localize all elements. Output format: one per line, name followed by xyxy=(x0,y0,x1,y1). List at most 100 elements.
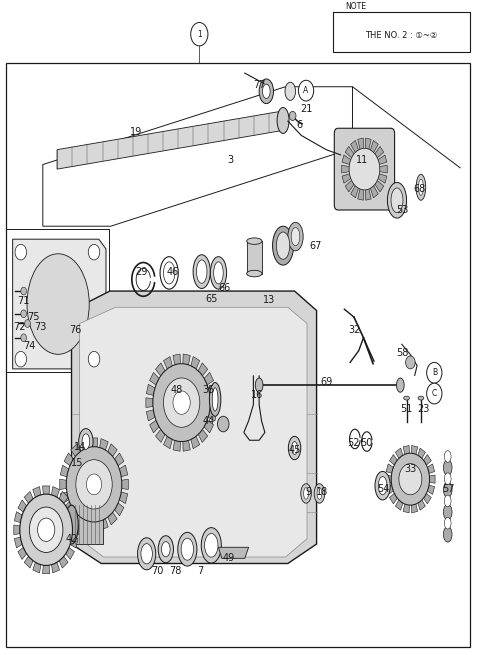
Circle shape xyxy=(76,460,112,509)
Circle shape xyxy=(173,391,190,415)
Text: 29: 29 xyxy=(136,267,148,276)
Polygon shape xyxy=(90,522,98,531)
Text: 50: 50 xyxy=(360,438,372,448)
Polygon shape xyxy=(146,398,153,407)
Polygon shape xyxy=(365,189,371,200)
Ellipse shape xyxy=(277,107,289,134)
Ellipse shape xyxy=(444,460,452,476)
Polygon shape xyxy=(423,493,431,504)
Circle shape xyxy=(37,518,55,542)
Polygon shape xyxy=(24,556,33,568)
Polygon shape xyxy=(64,453,73,466)
Polygon shape xyxy=(146,410,155,421)
Polygon shape xyxy=(386,485,393,495)
Polygon shape xyxy=(345,146,354,158)
Polygon shape xyxy=(428,464,434,474)
Text: 16: 16 xyxy=(251,390,264,400)
Ellipse shape xyxy=(259,79,274,103)
Text: 51: 51 xyxy=(400,404,413,414)
Circle shape xyxy=(349,149,380,190)
Polygon shape xyxy=(14,512,22,523)
Text: 76: 76 xyxy=(69,325,81,335)
Text: 33: 33 xyxy=(404,464,417,474)
Text: 73: 73 xyxy=(34,322,46,331)
Text: 46: 46 xyxy=(167,267,179,276)
Text: 49: 49 xyxy=(222,553,235,563)
Polygon shape xyxy=(350,140,359,153)
Polygon shape xyxy=(43,565,50,574)
Circle shape xyxy=(88,244,100,260)
Polygon shape xyxy=(342,174,351,183)
Text: 58: 58 xyxy=(396,348,409,358)
Polygon shape xyxy=(80,439,88,450)
Circle shape xyxy=(21,334,26,342)
Polygon shape xyxy=(411,504,418,513)
Ellipse shape xyxy=(138,538,156,570)
Ellipse shape xyxy=(82,434,90,449)
Polygon shape xyxy=(66,500,74,512)
Ellipse shape xyxy=(444,495,451,507)
Polygon shape xyxy=(208,384,217,396)
Ellipse shape xyxy=(285,82,296,100)
Ellipse shape xyxy=(212,388,218,411)
Circle shape xyxy=(299,81,314,101)
Text: 18: 18 xyxy=(316,487,328,497)
Polygon shape xyxy=(204,373,214,385)
Polygon shape xyxy=(51,487,60,497)
Circle shape xyxy=(399,464,422,495)
Ellipse shape xyxy=(301,483,312,503)
Ellipse shape xyxy=(65,505,78,544)
Ellipse shape xyxy=(314,483,324,503)
Polygon shape xyxy=(173,354,180,365)
Text: 13: 13 xyxy=(263,295,275,305)
Circle shape xyxy=(21,310,26,318)
Text: 74: 74 xyxy=(23,341,36,351)
Circle shape xyxy=(21,287,26,295)
Text: A: A xyxy=(303,86,309,95)
Polygon shape xyxy=(350,186,359,198)
Polygon shape xyxy=(423,455,431,465)
Ellipse shape xyxy=(214,262,223,284)
Circle shape xyxy=(15,244,26,260)
Polygon shape xyxy=(365,138,371,149)
Polygon shape xyxy=(12,239,106,369)
Text: 67: 67 xyxy=(310,240,322,251)
Ellipse shape xyxy=(387,182,407,218)
Polygon shape xyxy=(108,444,117,457)
Text: 57: 57 xyxy=(442,484,455,494)
Text: 68: 68 xyxy=(414,183,426,194)
Ellipse shape xyxy=(276,232,290,259)
Text: 77: 77 xyxy=(253,80,265,90)
Text: 23: 23 xyxy=(418,404,430,414)
Polygon shape xyxy=(80,307,307,557)
Circle shape xyxy=(391,453,430,505)
Ellipse shape xyxy=(419,179,423,195)
Polygon shape xyxy=(358,189,364,200)
Text: 69: 69 xyxy=(320,377,332,387)
Polygon shape xyxy=(386,464,393,474)
Polygon shape xyxy=(100,439,108,450)
Bar xyxy=(247,241,262,274)
Polygon shape xyxy=(371,186,378,198)
Polygon shape xyxy=(33,562,41,573)
Polygon shape xyxy=(173,440,180,451)
Circle shape xyxy=(29,507,63,552)
Polygon shape xyxy=(150,373,159,385)
Text: C: C xyxy=(432,389,437,398)
Text: THE NO. 2 : ①~②: THE NO. 2 : ①~② xyxy=(365,31,438,40)
Polygon shape xyxy=(59,491,68,504)
Text: NOTE: NOTE xyxy=(345,2,366,11)
Ellipse shape xyxy=(210,257,227,289)
Polygon shape xyxy=(418,448,425,458)
Ellipse shape xyxy=(181,538,193,560)
Polygon shape xyxy=(380,165,387,173)
Polygon shape xyxy=(70,512,78,523)
Circle shape xyxy=(427,362,442,383)
Text: 66: 66 xyxy=(218,284,231,293)
Ellipse shape xyxy=(375,472,390,500)
Ellipse shape xyxy=(292,441,298,455)
Polygon shape xyxy=(156,430,165,442)
Ellipse shape xyxy=(288,436,301,460)
Circle shape xyxy=(163,378,200,427)
Circle shape xyxy=(153,364,210,441)
